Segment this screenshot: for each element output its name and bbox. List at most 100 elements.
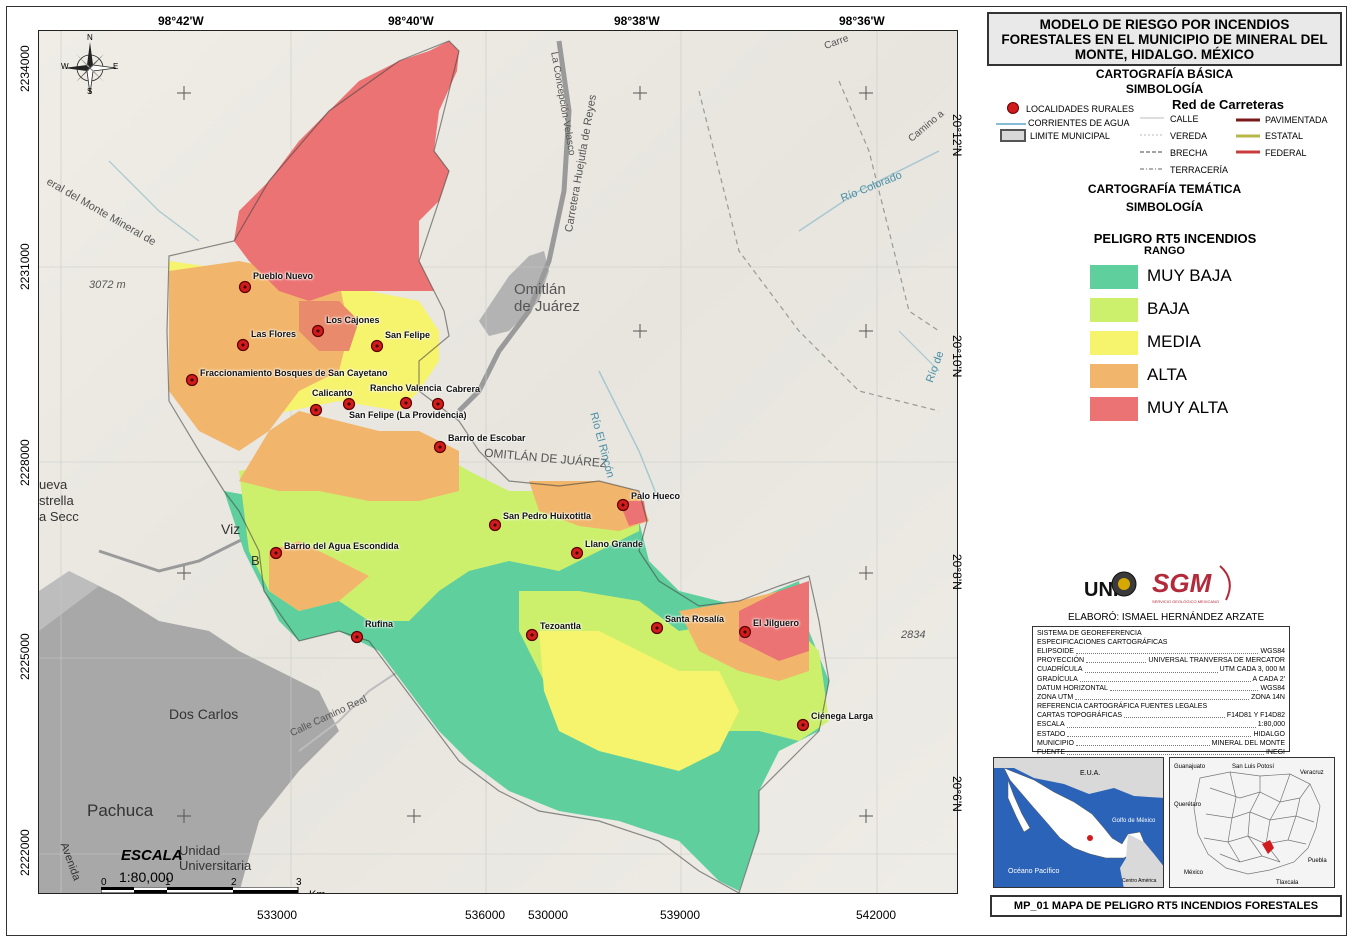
locality-label: Llano Grande: [585, 539, 644, 549]
compass-s: S: [87, 87, 93, 96]
label-omitlan: Omitlán de Juárez: [514, 281, 580, 315]
legend-swatch: [1090, 331, 1138, 355]
inset-mexico: E.U.A. Golfo de México Océano Pacífico C…: [993, 757, 1164, 888]
ref-row: ESCALA 1:80,000: [1037, 721, 1285, 729]
locality-marker-icon: [738, 625, 752, 639]
map-canvas: Omitlán de Juárez OMITLÁN DE JUÁREZ Río …: [38, 30, 958, 894]
scale-ratio: 1:80,000: [119, 869, 174, 885]
northing-tick-3: 2228000: [18, 439, 32, 486]
compass-e: E: [113, 62, 119, 71]
easting-tick-2: 533000: [257, 908, 298, 922]
legend-pavimentada: PAVIMENTADA: [1265, 115, 1328, 125]
hazard-sub: RANGO: [1144, 245, 1185, 257]
locality-marker-icon: [309, 403, 323, 417]
locality-marker-icon: [238, 280, 252, 294]
river-de: [898, 330, 940, 372]
northing-tick-5: 2222000: [18, 829, 32, 876]
locality-marker-icon: [433, 440, 447, 454]
legend-swatch: [1090, 364, 1138, 388]
inset-queretaro: Querétaro: [1174, 802, 1202, 808]
ref-rows: CARTAS TOPOGRÁFICAS F14D81 Y F14D82 ESCALA…: [1037, 711, 1285, 757]
locality-marker-icon: [311, 324, 325, 338]
river-colorado: [798, 150, 940, 232]
legend-class-label: MUY BAJA: [1147, 266, 1232, 285]
lat-tick-4: 20°6'N: [950, 776, 964, 812]
road-network-heading: Red de Carreteras: [1172, 97, 1284, 112]
lon-tick-3: 98°38'W: [614, 14, 660, 28]
locality-marker-icon: [616, 498, 630, 512]
locality-label: Los Cajones: [326, 315, 380, 325]
road-symbols-right: [1236, 118, 1260, 154]
locality-label: San Felipe: [385, 330, 431, 340]
inset-tlaxcala: Tlaxcala: [1276, 880, 1299, 886]
spec-row: DATUM HORIZONTAL WGS84: [1037, 684, 1285, 692]
locality-marker-icon: [525, 628, 539, 642]
inset-pacifico: Océano Pacífico: [1008, 868, 1060, 875]
inset-guanajuato: Guanajuato: [1174, 764, 1206, 770]
locality-label: Santa Rosalía: [665, 614, 725, 624]
legend-terraceria: TERRACERÍA: [1170, 165, 1229, 175]
locality-marker-icon: [488, 518, 502, 532]
hazard-title: PELIGRO RT5 INCENDIOS: [1093, 231, 1257, 246]
lon-tick-4: 98°36'W: [839, 14, 885, 28]
label-elev-2834: 2834: [901, 629, 926, 641]
footer-box: MP_01 MAPA DE PELIGRO RT5 INCENDIOS FORE…: [990, 895, 1342, 917]
lat-tick-1: 20°12'N: [950, 114, 964, 157]
compass-rose-icon: [64, 42, 117, 95]
locality-label: Rufina: [365, 619, 393, 629]
inset-slp: San Luis Potosí: [1232, 764, 1275, 770]
scale-tick-1: 1: [165, 877, 171, 888]
lat-tick-3: 20°8'N: [950, 554, 964, 590]
federal-road: [457, 40, 572, 413]
inset-veracruz: Veracruz: [1300, 770, 1324, 776]
spec-row: ELIPSOIDE WGS84: [1037, 648, 1285, 655]
locality-marker-icon: [370, 339, 384, 353]
locality-symbol-icon: [1007, 102, 1019, 114]
scale-unit: Km: [309, 889, 326, 893]
legend-class-label: BAJA: [1147, 299, 1190, 318]
legend-swatch: [1090, 298, 1138, 322]
legend-brecha: BRECHA: [1170, 148, 1208, 158]
sgm-logo: SGM SERVICIO GEOLÓGICO MEXICANO: [1150, 560, 1240, 608]
inset-centroamerica: Centro América: [1122, 878, 1157, 884]
locality-label: Las Flores: [251, 329, 297, 339]
urban-area-pachuca: [39, 576, 339, 893]
locality-label: Palo Hueco: [631, 491, 681, 501]
stream-symbol-icon: [996, 123, 1026, 125]
label-b: B: [251, 553, 260, 568]
label-dos-carlos: Dos Carlos: [169, 706, 239, 722]
legend-class-label: ALTA: [1147, 365, 1187, 384]
svg-text:SGM: SGM: [1152, 568, 1213, 598]
scale-bar: [101, 887, 299, 893]
legend-swatch: [1090, 265, 1138, 289]
brecha-northeast: [838, 80, 940, 332]
easting-tick-3: 536000: [465, 908, 506, 922]
northing-tick-2: 2231000: [18, 243, 32, 290]
spec-row: GRADÍCULA A CADA 2': [1037, 675, 1285, 683]
ref-row: FUENTE INEGI: [1037, 749, 1285, 757]
svg-text:SERVICIO GEOLÓGICO MEXICANO: SERVICIO GEOLÓGICO MEXICANO: [1152, 599, 1219, 604]
locality-label: Barrio del Agua Escondida: [284, 541, 399, 551]
locality-label: Ciénega Larga: [811, 711, 874, 721]
scale-tick-0: 0: [101, 877, 107, 888]
compass-n: N: [87, 33, 93, 42]
locality-marker-icon: [570, 546, 584, 560]
refs-heading: REFERENCIA CARTOGRÁFICA FUENTES LEGALES: [1037, 703, 1208, 711]
svg-text:UNI: UNI: [1084, 579, 1118, 601]
label-elev-3072: 3072 m: [89, 279, 126, 291]
urban-area-west: [39, 571, 99, 631]
legend-localidades: LOCALIDADES RURALES: [1026, 104, 1135, 114]
lon-tick-2: 98°40'W: [388, 14, 434, 28]
legend-federal: FEDERAL: [1265, 148, 1307, 158]
locality-marker-icon: [269, 546, 283, 560]
locality-marker-icon: [650, 621, 664, 635]
locality-marker-icon: [342, 397, 356, 411]
locality-label: Pueblo Nuevo: [253, 271, 314, 281]
title-box: MODELO DE RIESGO POR INCENDIOS FORESTALE…: [987, 12, 1342, 66]
locality-label: El Jilguero: [753, 618, 800, 628]
easting-tick-1: 530000: [528, 908, 569, 922]
label-viz: Viz: [221, 521, 241, 537]
easting-tick-4: 539000: [660, 908, 701, 922]
locality-label: Tezoantla: [540, 621, 581, 631]
northing-tick-4: 2225000: [18, 633, 32, 680]
